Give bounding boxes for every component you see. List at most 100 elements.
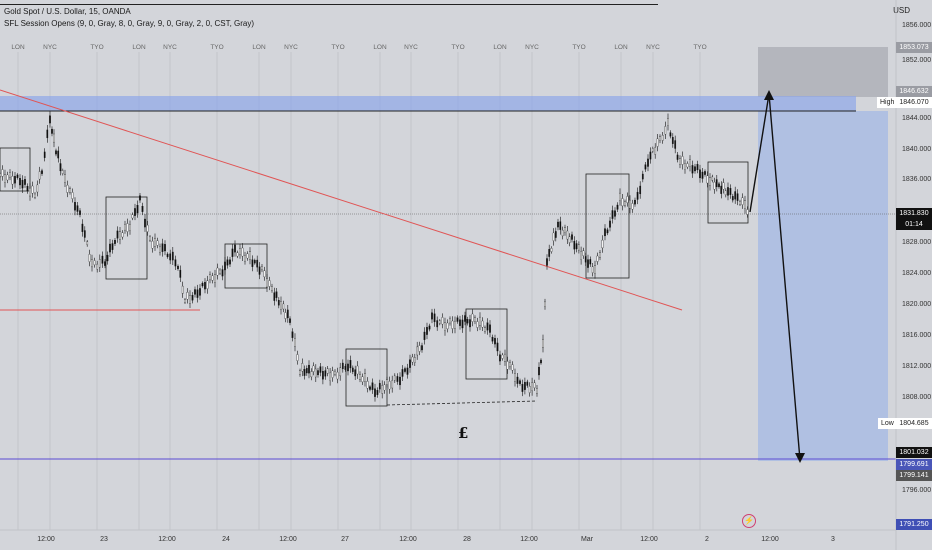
- candle-body: [371, 382, 374, 390]
- candle-body: [741, 197, 744, 205]
- candle-body: [561, 229, 564, 237]
- candle-body: [226, 259, 229, 266]
- candle-body: [587, 259, 589, 268]
- candle-body: [459, 319, 461, 326]
- session-label: TYO: [451, 44, 465, 51]
- candle-body: [31, 185, 34, 194]
- candle-body: [649, 151, 652, 160]
- candle-body: [166, 253, 169, 258]
- candle-body: [98, 259, 101, 268]
- candle-body: [280, 301, 282, 310]
- candle-body: [616, 204, 619, 210]
- candle-body: [393, 375, 396, 381]
- candle-body: [528, 386, 531, 393]
- lightning-icon[interactable]: ⚡: [742, 514, 756, 528]
- symbol-title[interactable]: Gold Spot / U.S. Dollar, 15, OANDA: [4, 7, 131, 16]
- candle-body: [684, 163, 686, 170]
- candle-body: [101, 255, 104, 264]
- candle-body: [383, 384, 386, 391]
- candle-body: [704, 171, 706, 175]
- y-tick: 1844.000: [902, 115, 932, 122]
- candle-body: [533, 382, 536, 389]
- candle-body: [674, 140, 677, 149]
- session-label: LON: [132, 44, 146, 51]
- candle-body: [253, 260, 256, 264]
- candle-body: [722, 182, 725, 190]
- candle-body: [19, 178, 21, 186]
- candle-body: [671, 137, 674, 144]
- candle-body: [347, 363, 349, 372]
- candle-body: [667, 118, 669, 126]
- x-label: 12:00: [640, 536, 658, 543]
- candle-body: [38, 171, 41, 180]
- candle-body: [506, 361, 509, 370]
- candle-body: [696, 164, 699, 171]
- session-label: NYC: [284, 44, 298, 51]
- candle-body: [431, 312, 433, 320]
- candle-body: [715, 179, 718, 188]
- candle-body: [686, 163, 689, 168]
- target-zone: [758, 111, 888, 461]
- candle-body: [86, 241, 89, 245]
- candle-body: [709, 177, 711, 186]
- session-label: LON: [11, 44, 25, 51]
- indicator-legend[interactable]: SFL Session Opens (9, 0, Gray, 8, 0, Gra…: [4, 19, 255, 28]
- candle-body: [336, 371, 339, 380]
- candle-body: [146, 224, 149, 232]
- candle-body: [456, 317, 459, 322]
- candle-body: [249, 251, 251, 260]
- candle-body: [691, 165, 694, 174]
- candle-body: [366, 381, 369, 389]
- y-tick: 1816.000: [902, 332, 932, 339]
- candle-body: [611, 210, 614, 219]
- candle-body: [739, 201, 741, 205]
- currency-label: USD: [893, 6, 910, 15]
- candle-body: [634, 199, 636, 205]
- bottom-badge: 1791.250: [896, 519, 932, 530]
- consolidation-boxes: [0, 147, 749, 407]
- candle-body: [282, 303, 285, 310]
- candle-body: [88, 254, 91, 262]
- x-label: 24: [222, 536, 230, 543]
- candle-body: [331, 370, 334, 378]
- candle-body: [308, 364, 310, 374]
- candle-body: [151, 240, 154, 249]
- candle-body: [74, 202, 76, 211]
- session-label: NYC: [163, 44, 177, 51]
- candle-body: [263, 270, 266, 278]
- candle-body: [516, 376, 519, 384]
- candle-body: [428, 325, 431, 330]
- candle-body: [303, 369, 306, 376]
- y-tick: 1796.000: [902, 487, 932, 494]
- candle-body: [361, 376, 364, 383]
- candle-body: [81, 223, 84, 232]
- candle-body: [661, 135, 664, 141]
- candle-body: [291, 331, 294, 338]
- candle-body: [189, 295, 191, 304]
- candle-body: [351, 367, 354, 372]
- candle-body: [474, 317, 476, 322]
- candle-body: [57, 150, 60, 159]
- candle-body: [476, 321, 479, 328]
- candle-body: [614, 210, 616, 217]
- candle-body: [438, 320, 441, 324]
- candle-body: [544, 301, 546, 307]
- candle-body: [104, 261, 106, 266]
- candle-body: [181, 285, 184, 294]
- x-label: 12:00: [279, 536, 297, 543]
- candle-body: [388, 381, 391, 390]
- current-price: 1831.830: [899, 210, 929, 217]
- y-tick: 1836.000: [902, 176, 932, 183]
- candle-body: [246, 253, 249, 259]
- candle-body: [479, 316, 481, 326]
- candle-body: [426, 327, 428, 335]
- candle-body: [736, 193, 739, 201]
- candle-body: [720, 185, 723, 194]
- candle-body: [713, 181, 716, 190]
- candle-body: [129, 224, 131, 231]
- candle-body: [121, 232, 124, 238]
- candle-body: [580, 251, 582, 260]
- candle-body: [451, 320, 454, 329]
- candle-body: [486, 322, 489, 331]
